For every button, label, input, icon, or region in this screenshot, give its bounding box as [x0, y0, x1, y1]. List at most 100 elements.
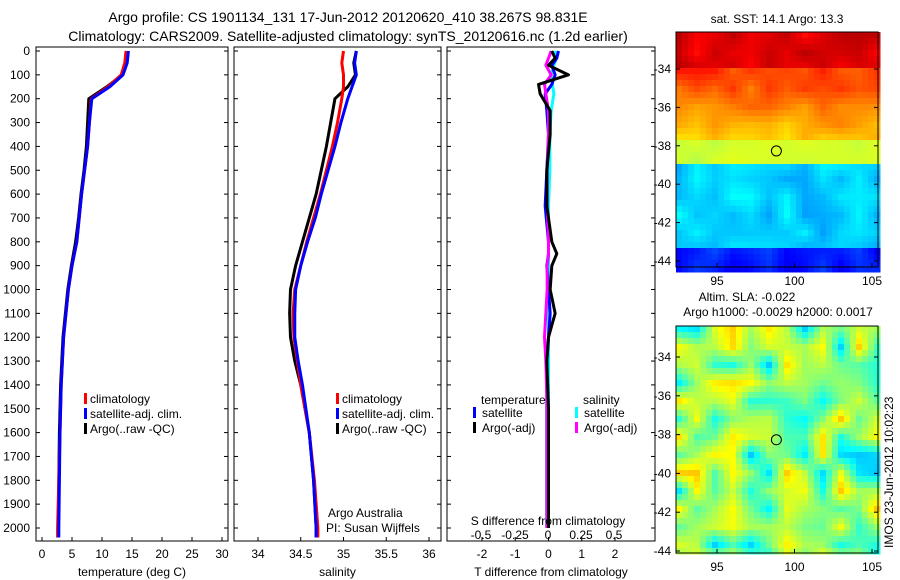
map-cell: [700, 470, 707, 477]
map-cell: [850, 116, 857, 123]
map-cell: [688, 170, 695, 177]
map-cell: [832, 410, 839, 417]
map-cell: [856, 38, 863, 45]
map-cell: [838, 32, 845, 39]
map-cell: [838, 176, 845, 183]
legend-label: satellite-adj. clim.: [342, 407, 434, 421]
map-cell: [808, 416, 815, 423]
map-cell: [694, 398, 701, 405]
map-cell: [844, 350, 851, 357]
map-cell: [844, 440, 851, 447]
map-cell: [856, 104, 863, 111]
map-cell: [826, 494, 833, 501]
map-cell: [838, 236, 845, 243]
map-cell: [772, 176, 779, 183]
map-cell: [730, 44, 737, 51]
map-cell: [796, 128, 803, 135]
map-cell: [838, 440, 845, 447]
map-cell: [796, 548, 803, 555]
map-cell: [874, 254, 881, 261]
map-cell: [706, 236, 713, 243]
map-cell: [712, 500, 719, 507]
map-cell: [748, 188, 755, 195]
map-cell: [706, 182, 713, 189]
map-cell: [820, 344, 827, 351]
map-cell: [832, 200, 839, 207]
map-cell: [808, 542, 815, 549]
map-cell: [808, 248, 815, 255]
map-cell: [748, 344, 755, 351]
map-cell: [874, 506, 881, 513]
map-cell: [682, 494, 689, 501]
map-cell: [730, 62, 737, 69]
map-cell: [682, 230, 689, 237]
map-cell: [826, 104, 833, 111]
map-cell: [796, 488, 803, 495]
map-cell: [718, 68, 725, 75]
map-cell: [814, 200, 821, 207]
map-cell: [676, 446, 683, 453]
map-cell: [718, 500, 725, 507]
map-cell: [688, 116, 695, 123]
map-cell: [694, 116, 701, 123]
map-cell: [796, 458, 803, 465]
map-cell: [730, 188, 737, 195]
map-cell: [736, 356, 743, 363]
map-cell: [688, 176, 695, 183]
map-cell: [850, 392, 857, 399]
map-cell: [814, 512, 821, 519]
map-y-tick-label: -44: [654, 544, 672, 558]
map-cell: [778, 152, 785, 159]
map-cell: [874, 380, 881, 387]
map-cell: [868, 374, 875, 381]
map-cell: [676, 518, 683, 525]
map-cell: [748, 476, 755, 483]
map-cell: [814, 416, 821, 423]
map-cell: [688, 458, 695, 465]
map-cell: [820, 350, 827, 357]
map-cell: [730, 218, 737, 225]
map-cell: [706, 500, 713, 507]
map-cell: [694, 44, 701, 51]
map-cell: [760, 56, 767, 63]
map-cell: [778, 446, 785, 453]
map-cell: [694, 80, 701, 87]
map-cell: [676, 224, 683, 231]
map-cell: [832, 350, 839, 357]
map-cell: [826, 116, 833, 123]
map-cell: [772, 206, 779, 213]
map-cell: [718, 518, 725, 525]
map-cell: [754, 404, 761, 411]
map-cell: [682, 542, 689, 549]
map-cell: [706, 350, 713, 357]
map-cell: [796, 398, 803, 405]
map-cell: [850, 542, 857, 549]
map-cell: [712, 506, 719, 513]
map-cell: [688, 230, 695, 237]
map-cell: [676, 146, 683, 153]
map-cell: [820, 542, 827, 549]
map-cell: [790, 44, 797, 51]
map-cell: [766, 50, 773, 57]
map-cell: [718, 146, 725, 153]
map-cell: [850, 470, 857, 477]
map-cell: [766, 140, 773, 147]
map-cell: [790, 236, 797, 243]
map-cell: [850, 68, 857, 75]
map-cell: [844, 152, 851, 159]
map-cell: [718, 98, 725, 105]
map-cell: [808, 398, 815, 405]
map-cell: [754, 356, 761, 363]
map-cell: [796, 356, 803, 363]
map-cell: [754, 164, 761, 171]
map-cell: [676, 380, 683, 387]
map-cell: [778, 440, 785, 447]
x-tick-label: 1: [578, 547, 585, 561]
map-cell: [856, 518, 863, 525]
map-cell: [766, 368, 773, 375]
map-cell: [868, 218, 875, 225]
map-cell: [814, 368, 821, 375]
map-cell: [862, 416, 869, 423]
map-cell: [754, 506, 761, 513]
map-cell: [784, 434, 791, 441]
